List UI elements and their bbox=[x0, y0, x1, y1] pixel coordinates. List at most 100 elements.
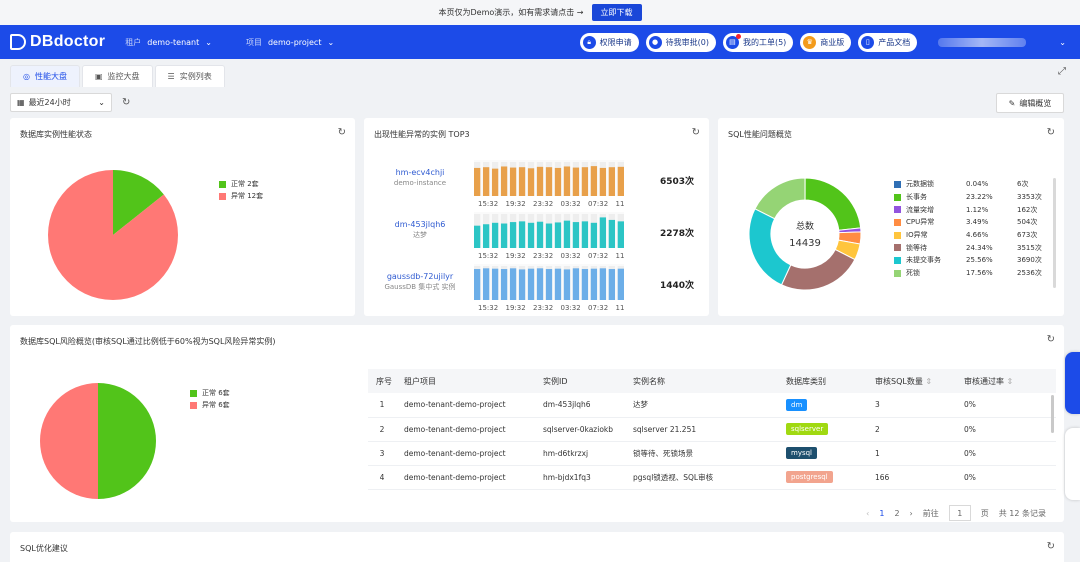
bar[interactable] bbox=[509, 268, 517, 300]
bar[interactable] bbox=[545, 167, 553, 196]
donut-slice-6[interactable] bbox=[748, 208, 792, 286]
bar[interactable] bbox=[545, 223, 553, 248]
table-scrollbar[interactable] bbox=[1051, 395, 1054, 433]
table-row[interactable]: 3 demo-tenant-demo-project hm-d6tkrzxj 锁… bbox=[368, 441, 1056, 466]
bar[interactable] bbox=[500, 223, 508, 248]
bar[interactable] bbox=[536, 166, 544, 196]
pie-slice-1[interactable] bbox=[40, 383, 98, 499]
legend-item[interactable]: 元数据锁 0.04% 6次 bbox=[894, 178, 1044, 191]
refresh-icon[interactable]: ↻ bbox=[122, 97, 131, 108]
column-header-pass-rate[interactable]: 审核通过率 ⇕ bbox=[956, 369, 1056, 393]
bar[interactable] bbox=[482, 224, 490, 248]
bar[interactable] bbox=[590, 166, 598, 196]
pie-slice-1[interactable] bbox=[48, 170, 178, 300]
refresh-icon[interactable]: ↻ bbox=[1046, 541, 1055, 552]
logo[interactable]: DBdoctor bbox=[10, 33, 105, 51]
bar[interactable] bbox=[572, 167, 580, 196]
donut-slice-5[interactable] bbox=[780, 248, 856, 291]
bar[interactable] bbox=[545, 269, 553, 300]
refresh-icon[interactable]: ↻ bbox=[1046, 127, 1055, 138]
legend-item[interactable]: CPU异常 3.49% 504次 bbox=[894, 216, 1044, 229]
tab-monitor-dashboard[interactable]: ▣ 监控大盘 bbox=[81, 65, 153, 87]
bar[interactable] bbox=[500, 269, 508, 300]
donut-slice-1[interactable] bbox=[804, 177, 862, 231]
bar[interactable] bbox=[608, 219, 616, 248]
bar[interactable] bbox=[518, 269, 526, 300]
bar[interactable] bbox=[617, 166, 624, 196]
column-header-sql-count[interactable]: 审核SQL数量 ⇕ bbox=[867, 369, 956, 393]
legend-item[interactable]: 长事务 23.22% 3353次 bbox=[894, 191, 1044, 204]
user-name-blurred[interactable] bbox=[938, 37, 1027, 47]
bar[interactable] bbox=[572, 268, 580, 300]
bar[interactable] bbox=[599, 217, 607, 248]
bar[interactable] bbox=[518, 221, 526, 248]
bar[interactable] bbox=[563, 220, 571, 248]
bar[interactable] bbox=[482, 268, 490, 300]
refresh-icon[interactable]: ↻ bbox=[691, 127, 700, 138]
bar[interactable] bbox=[572, 222, 580, 248]
legend-scrollbar[interactable] bbox=[1053, 178, 1056, 288]
goto-page-input[interactable]: 1 bbox=[948, 505, 971, 521]
bar[interactable] bbox=[599, 268, 607, 300]
instance-link[interactable]: hm-ecv4chji bbox=[395, 168, 445, 177]
edit-overview-button[interactable]: ✎ 编辑概览 bbox=[996, 93, 1064, 113]
bar[interactable] bbox=[554, 222, 562, 248]
bar[interactable] bbox=[617, 221, 624, 248]
bar[interactable] bbox=[608, 269, 616, 300]
instance-link[interactable]: dm-453jlqh6 bbox=[394, 220, 446, 229]
download-button[interactable]: 立即下载 bbox=[591, 4, 642, 21]
legend-item[interactable]: 锁等待 24.34% 3515次 bbox=[894, 241, 1044, 254]
legend-item-normal[interactable]: 正常 6套 bbox=[190, 387, 230, 399]
bar[interactable] bbox=[500, 166, 508, 196]
bar[interactable] bbox=[491, 268, 499, 300]
docs-button[interactable]: ▯ 产品文档 bbox=[858, 32, 918, 52]
legend-item[interactable]: 未提交事务 25.56% 3690次 bbox=[894, 254, 1044, 267]
legend-item[interactable]: 流量突增 1.12% 162次 bbox=[894, 203, 1044, 216]
prev-page-icon[interactable]: ‹ bbox=[866, 508, 870, 518]
bar[interactable] bbox=[599, 167, 607, 196]
bar[interactable] bbox=[581, 221, 589, 248]
bar[interactable] bbox=[474, 167, 481, 196]
bar[interactable] bbox=[617, 268, 624, 300]
my-tickets-button[interactable]: ▤ 我的工单(5) bbox=[722, 32, 794, 52]
bar[interactable] bbox=[590, 222, 598, 248]
bar[interactable] bbox=[491, 222, 499, 248]
bar[interactable] bbox=[527, 268, 535, 300]
legend-item[interactable]: 死锁 17.56% 2536次 bbox=[894, 267, 1044, 280]
legend-item[interactable]: IO异常 4.66% 673次 bbox=[894, 229, 1044, 242]
refresh-icon[interactable]: ↻ bbox=[1046, 334, 1055, 345]
table-row[interactable]: 1 demo-tenant-demo-project dm-453jlqh6 达… bbox=[368, 393, 1056, 418]
page-number-2[interactable]: 2 bbox=[894, 508, 900, 518]
bar[interactable] bbox=[536, 221, 544, 248]
donut-slice-7[interactable] bbox=[754, 177, 806, 220]
tab-performance-dashboard[interactable]: ◎ 性能大盘 bbox=[10, 65, 80, 87]
bar[interactable] bbox=[554, 268, 562, 300]
bar[interactable] bbox=[608, 167, 616, 196]
assistant-float-button[interactable] bbox=[1065, 352, 1080, 414]
refresh-icon[interactable]: ↻ bbox=[337, 127, 346, 138]
legend-item-normal[interactable]: 正常 2套 bbox=[219, 178, 263, 190]
legend-item-abnormal[interactable]: 异常 12套 bbox=[219, 190, 263, 202]
bar[interactable] bbox=[581, 269, 589, 300]
bar[interactable] bbox=[509, 222, 517, 248]
table-row[interactable]: 2 demo-tenant-demo-project sqlserver-0ka… bbox=[368, 417, 1056, 442]
next-page-icon[interactable]: › bbox=[909, 508, 913, 518]
bar[interactable] bbox=[518, 167, 526, 196]
pending-approval-button[interactable]: ● 待我审批(0) bbox=[645, 32, 716, 52]
bar[interactable] bbox=[474, 225, 481, 248]
bar[interactable] bbox=[474, 269, 481, 300]
project-select[interactable]: 项目 demo-project ⌄ bbox=[246, 37, 334, 48]
bar[interactable] bbox=[590, 268, 598, 300]
bar[interactable] bbox=[536, 268, 544, 300]
pie-slice-0[interactable] bbox=[113, 170, 164, 235]
side-tools-float[interactable] bbox=[1065, 428, 1080, 500]
bar[interactable] bbox=[482, 167, 490, 196]
bar[interactable] bbox=[563, 166, 571, 196]
fullscreen-icon[interactable]: ⤢ bbox=[1058, 66, 1066, 77]
time-range-select[interactable]: ▦ 最近24小时 ⌄ bbox=[10, 93, 112, 112]
page-number-1[interactable]: 1 bbox=[879, 508, 885, 518]
bar[interactable] bbox=[509, 167, 517, 196]
pie-slice-0[interactable] bbox=[98, 383, 156, 499]
bar[interactable] bbox=[527, 222, 535, 248]
instance-link[interactable]: gaussdb-72ujilyr bbox=[386, 272, 454, 281]
